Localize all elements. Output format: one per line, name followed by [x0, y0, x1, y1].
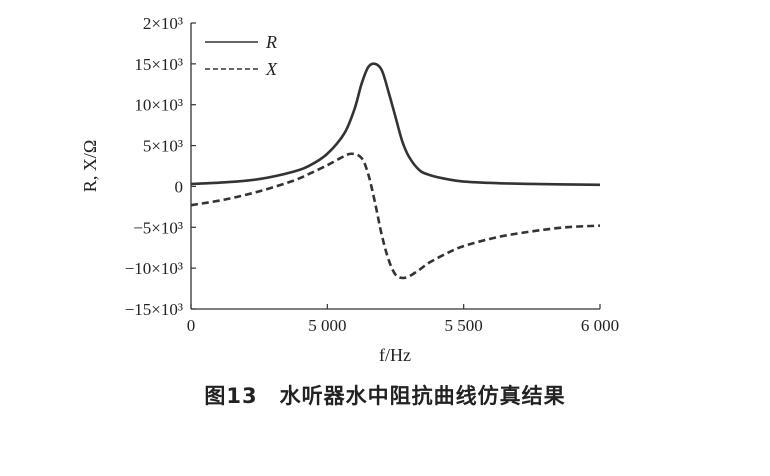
figure-title: 水听器水中阻抗曲线仿真结果: [279, 384, 566, 408]
y-tick-label: 10×10³: [134, 96, 183, 115]
impedance-chart: 2×10³ 15×10³ 10×10³ 5×10³ 0 −5×10³ −10×10³ −15×…: [80, 14, 619, 365]
y-tick-label: 15×10³: [134, 55, 183, 74]
series-line-r: [190, 62, 601, 187]
y-tick-label: 2×10³: [143, 14, 183, 33]
y-tick-label: −5×10³: [133, 218, 183, 237]
legend-label-r: R: [265, 32, 277, 52]
y-tick-label: 5×10³: [143, 137, 183, 156]
y-axis-label: R, X/Ω: [80, 140, 100, 192]
x-tick-label: 0: [187, 316, 196, 335]
x-tick-label: 5 500: [445, 316, 483, 335]
axes: 2×10³ 15×10³ 10×10³ 5×10³ 0 −5×10³ −10×10³ −15×…: [125, 14, 619, 335]
plot-lines: [190, 62, 601, 280]
y-tick-label: −15×10³: [125, 300, 183, 319]
x-tick-label: 6 000: [581, 316, 619, 335]
figure-caption: 图13 水听器水中阻抗曲线仿真结果: [0, 380, 770, 410]
legend: RX: [205, 32, 278, 79]
y-tick-label: −10×10³: [125, 259, 183, 278]
figure-number: 图13: [204, 384, 258, 408]
legend-label-x: X: [265, 59, 278, 79]
y-tick-label: 0: [175, 177, 184, 196]
x-axis-label: f/Hz: [379, 345, 411, 365]
series-line-x: [190, 152, 601, 280]
x-tick-label: 5 000: [308, 316, 346, 335]
